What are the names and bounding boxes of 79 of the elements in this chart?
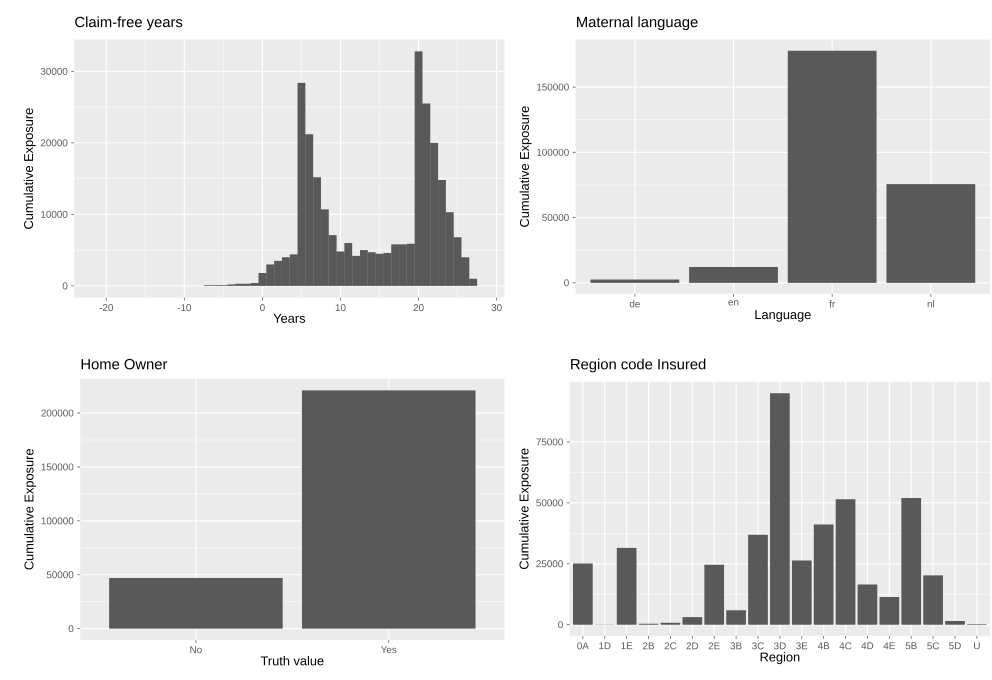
x-tick-label: 5B	[906, 642, 917, 650]
x-tick-label: 1E	[621, 642, 632, 649]
y-tick-label: 50000	[46, 571, 74, 578]
y-tick-label: 150000	[42, 463, 74, 470]
x-tick-label: 4E	[884, 642, 895, 649]
y-axis-title: Cumulative Exposure	[519, 448, 532, 569]
bar	[590, 279, 680, 283]
bar	[858, 584, 878, 625]
y-tick-label: 200000	[41, 409, 74, 416]
x-tick-label: 10	[336, 304, 346, 311]
chart-title: Region code Insured	[571, 358, 706, 372]
x-axis-title: Region	[760, 652, 800, 664]
x-tick-label: -20	[100, 304, 113, 311]
bar	[814, 524, 834, 625]
x-tick-label: 4D	[861, 642, 874, 649]
y-tick-label: 0	[558, 621, 563, 628]
bar	[748, 534, 768, 625]
x-tick-label: 2D	[686, 642, 698, 650]
y-tick-label: 75000	[536, 438, 563, 446]
x-tick-label: 5C	[927, 642, 940, 650]
y-tick-label: 150000	[537, 83, 569, 90]
x-tick-label: 0A	[577, 642, 589, 650]
y-tick-label: 0	[68, 624, 74, 632]
chart-title: Home Owner	[82, 358, 168, 370]
x-tick-label: 4C	[839, 642, 852, 650]
y-tick-label: 50000	[536, 499, 563, 506]
x-tick-label: -10	[178, 304, 192, 311]
y-tick-label: 100000	[537, 148, 569, 156]
x-tick-label: 2C	[664, 642, 676, 650]
bar	[770, 393, 790, 625]
bar	[792, 560, 812, 625]
y-tick-label: 0	[564, 279, 569, 286]
y-tick-label: 25000	[536, 560, 563, 568]
x-tick-label: 0	[260, 304, 265, 311]
x-tick-label: No	[190, 646, 202, 653]
x-tick-label: nl	[928, 300, 934, 308]
x-tick-label: U	[974, 642, 980, 650]
y-axis-title: Cumulative Exposure	[24, 108, 36, 229]
x-axis-title: Years	[273, 314, 306, 323]
bar	[788, 50, 877, 283]
x-tick-label: 20	[414, 304, 424, 311]
y-axis-title: Cumulative Exposure	[520, 106, 532, 227]
bar	[682, 616, 702, 625]
chart-title: Maternal language	[577, 16, 698, 30]
x-tick-label: 30	[492, 304, 502, 311]
bar	[886, 184, 976, 283]
y-tick-label: 50000	[542, 214, 569, 221]
x-axis-title: Truth value	[260, 656, 324, 666]
x-tick-label: 3B	[730, 642, 742, 650]
y-tick-label: 20000	[40, 139, 68, 146]
bar	[704, 564, 724, 625]
y-axis-title: Cumulative Exposure	[24, 448, 36, 570]
y-tick-label: 10000	[41, 210, 68, 218]
bar	[836, 499, 856, 625]
x-axis-title: Language	[755, 310, 811, 322]
x-tick-label: 2B	[643, 642, 654, 650]
x-tick-label: 3D	[774, 642, 786, 650]
bar	[923, 575, 943, 625]
x-tick-label: en	[728, 300, 738, 306]
x-tick-label: 2E	[708, 642, 720, 650]
x-tick-label: 3E	[796, 642, 808, 650]
x-tick-label: 5D	[949, 642, 961, 650]
bar	[726, 610, 746, 625]
x-tick-label: de	[630, 300, 640, 308]
x-tick-label: fr	[829, 300, 836, 308]
bar	[901, 498, 922, 625]
bar	[616, 548, 636, 625]
y-tick-label: 100000	[42, 517, 74, 524]
bar	[879, 596, 900, 625]
x-tick-label: Yes	[380, 646, 396, 653]
x-tick-label: 4B	[818, 642, 830, 649]
y-tick-label: 0	[62, 282, 68, 290]
x-tick-label: 3C	[752, 642, 764, 650]
x-tick-label: 1D	[599, 642, 611, 649]
chart-title: Claim-free years	[75, 16, 182, 30]
y-tick-label: 30000	[40, 68, 68, 75]
bar	[945, 620, 965, 625]
bar	[573, 563, 593, 625]
bar	[689, 266, 778, 283]
